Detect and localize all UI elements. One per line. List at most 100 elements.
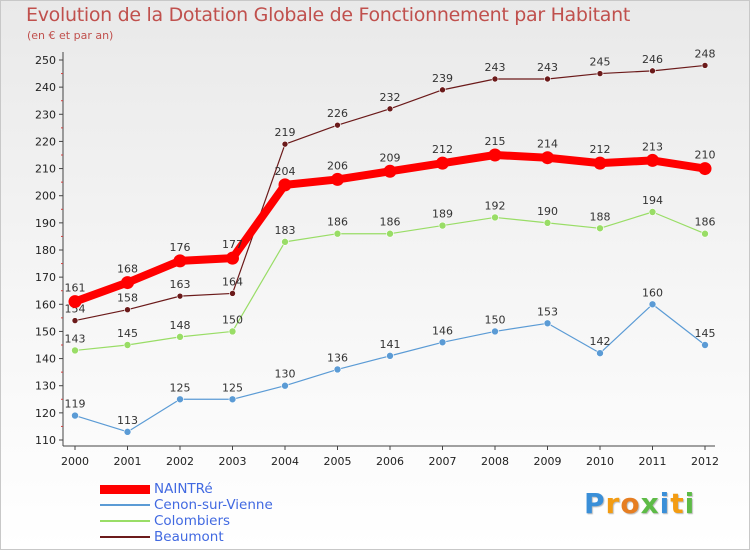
data-label-beaumont: 158	[117, 292, 138, 305]
data-point-naintre	[698, 162, 712, 176]
data-label-naintre: 212	[590, 143, 611, 156]
logo-letter: P	[584, 487, 606, 520]
data-label-cenon-sur-vienne: 125	[222, 381, 243, 394]
data-label-colombiers: 186	[380, 216, 401, 229]
legend-swatch-colombiers	[100, 520, 150, 522]
legend: NAINTRé Cenon-sur-Vienne Colombiers Beau…	[100, 481, 273, 545]
data-label-beaumont: 154	[65, 303, 86, 316]
data-label-cenon-sur-vienne: 125	[170, 381, 191, 394]
data-label-naintre: 161	[65, 282, 86, 295]
data-label-colombiers: 148	[170, 319, 191, 332]
data-point-naintre	[646, 153, 659, 167]
data-label-beaumont: 248	[695, 47, 716, 60]
data-point-naintre	[226, 251, 239, 265]
data-point-naintre	[68, 295, 82, 309]
data-label-beaumont: 164	[222, 275, 243, 288]
data-point-beaumont	[176, 292, 184, 300]
data-point-colombiers	[701, 229, 709, 238]
data-point-naintre	[121, 276, 134, 290]
data-point-colombiers	[596, 224, 604, 233]
data-label-beaumont: 163	[170, 278, 191, 291]
data-point-beaumont	[71, 317, 79, 324]
data-label-naintre: 168	[117, 263, 138, 276]
logo-letter: i	[684, 487, 696, 520]
data-label-cenon-sur-vienne: 130	[275, 368, 296, 381]
data-point-cenon-sur-vienne	[543, 319, 552, 328]
y-tick-label: 170	[35, 271, 56, 284]
logo-letter: i	[659, 487, 671, 520]
data-label-cenon-sur-vienne: 145	[695, 327, 716, 340]
legend-swatch-beaumont	[100, 536, 150, 538]
x-tick-label: 2003	[219, 455, 247, 468]
data-label-cenon-sur-vienne: 141	[380, 338, 401, 351]
data-label-cenon-sur-vienne: 119	[65, 398, 86, 411]
x-tick-label: 2001	[114, 455, 142, 468]
logo-letter: x	[640, 487, 660, 520]
data-point-cenon-sur-vienne	[596, 349, 604, 357]
data-point-cenon-sur-vienne	[701, 341, 709, 349]
data-point-colombiers	[543, 219, 552, 227]
data-label-naintre: 177	[222, 238, 243, 251]
data-label-naintre: 204	[275, 165, 296, 178]
data-point-colombiers	[228, 327, 237, 336]
x-tick-label: 2011	[639, 455, 667, 468]
data-point-colombiers	[71, 346, 79, 355]
data-point-beaumont	[491, 75, 499, 83]
y-tick-label: 150	[35, 325, 56, 338]
data-point-naintre	[436, 156, 449, 170]
data-label-beaumont: 243	[485, 61, 506, 74]
data-label-colombiers: 183	[275, 224, 296, 237]
x-tick-label: 2012	[691, 455, 719, 468]
data-point-beaumont	[229, 290, 236, 297]
data-point-cenon-sur-vienne	[71, 411, 79, 420]
data-point-cenon-sur-vienne	[648, 300, 657, 309]
y-tick-label: 140	[35, 353, 56, 366]
proxiti-logo: Proxiti	[584, 487, 695, 520]
y-tick-label: 210	[35, 163, 56, 176]
y-tick-label: 110	[35, 434, 56, 447]
y-tick-label: 230	[35, 108, 56, 121]
data-label-cenon-sur-vienne: 146	[432, 324, 453, 337]
x-tick-label: 2005	[324, 455, 352, 468]
data-label-beaumont: 232	[380, 91, 401, 104]
data-label-naintre: 206	[327, 159, 348, 172]
data-label-naintre: 215	[485, 135, 506, 148]
legend-item-nainre: NAINTRé	[100, 481, 273, 497]
data-label-cenon-sur-vienne: 160	[642, 286, 663, 299]
data-label-colombiers: 190	[537, 205, 558, 218]
x-tick-label: 2006	[376, 455, 404, 468]
data-label-colombiers: 186	[695, 216, 716, 229]
data-label-colombiers: 194	[642, 194, 663, 207]
legend-label-beaumont: Beaumont	[154, 529, 224, 545]
x-tick-label: 2004	[271, 455, 299, 468]
data-label-cenon-sur-vienne: 150	[485, 313, 506, 326]
legend-label-nainre: NAINTRé	[154, 481, 213, 497]
data-label-colombiers: 143	[65, 332, 86, 345]
data-point-cenon-sur-vienne	[386, 352, 394, 360]
data-label-colombiers: 188	[590, 210, 611, 223]
data-point-colombiers	[281, 238, 289, 246]
x-tick-label: 2002	[166, 455, 194, 468]
data-point-beaumont	[334, 121, 341, 129]
data-point-cenon-sur-vienne	[123, 428, 132, 436]
data-point-naintre	[331, 172, 344, 186]
data-point-colombiers	[176, 333, 184, 341]
data-point-naintre	[593, 156, 607, 170]
legend-swatch-nainre	[100, 484, 150, 494]
data-point-cenon-sur-vienne	[333, 365, 342, 374]
data-label-naintre: 213	[642, 140, 663, 153]
y-tick-label: 130	[35, 380, 56, 393]
legend-item-beaumont: Beaumont	[100, 529, 273, 545]
logo-letter: r	[605, 487, 621, 520]
data-label-beaumont: 239	[432, 72, 453, 85]
data-point-cenon-sur-vienne	[491, 327, 499, 336]
data-point-beaumont	[124, 306, 131, 314]
data-label-colombiers: 189	[432, 208, 453, 221]
y-tick-label: 250	[35, 54, 56, 67]
data-point-colombiers	[491, 213, 499, 222]
data-label-naintre: 176	[170, 241, 191, 254]
data-point-colombiers	[438, 221, 447, 230]
data-label-beaumont: 219	[275, 126, 296, 139]
data-point-naintre	[541, 151, 554, 165]
